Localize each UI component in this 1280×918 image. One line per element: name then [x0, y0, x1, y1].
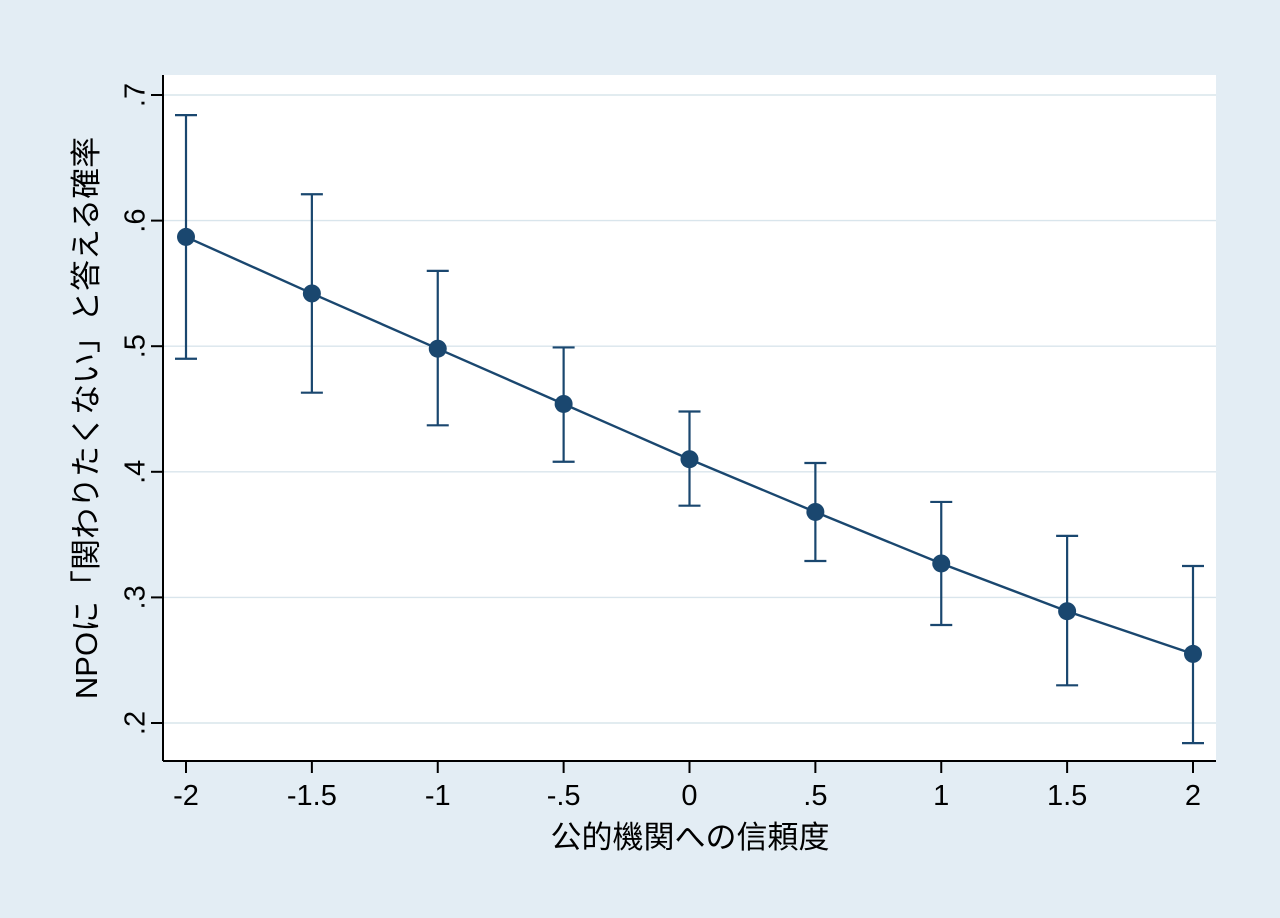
- data-point-marker: [428, 339, 447, 358]
- data-point-marker: [554, 394, 573, 413]
- data-point-marker: [680, 450, 699, 469]
- x-tick-label: -2: [173, 780, 199, 812]
- y-tick-label: .5: [120, 334, 152, 358]
- y-tick-label: .2: [120, 711, 152, 735]
- y-tick-label: .7: [120, 83, 152, 107]
- data-point-marker: [1184, 644, 1202, 663]
- data-point-marker: [932, 554, 951, 573]
- x-tick-label: .5: [803, 780, 827, 812]
- data-point-marker: [1058, 602, 1077, 621]
- x-tick-label: -.5: [547, 780, 581, 812]
- y-tick-label: .3: [120, 585, 152, 609]
- x-tick-label: -1: [425, 780, 451, 812]
- data-point-marker: [177, 227, 195, 246]
- x-axis-title: 公的機関への信頼度: [551, 820, 830, 855]
- x-tick-label: 0: [681, 780, 697, 812]
- y-axis-title: NPOに「関わりたくない」と答える確率: [69, 137, 104, 699]
- x-tick-label: 1.5: [1047, 780, 1087, 812]
- x-tick-label: 1: [933, 780, 949, 812]
- x-tick-label: 2: [1185, 780, 1201, 812]
- data-point-marker: [302, 284, 321, 303]
- y-tick-label: .6: [120, 209, 152, 233]
- x-tick-label: -1.5: [287, 780, 337, 812]
- y-tick-label: .4: [120, 460, 152, 484]
- data-point-marker: [806, 502, 825, 521]
- plot-layer: .2 .3 .4 .5 .6 .7 -2 -1.5 -1 -.5 0 .5 1 1.5 2: [120, 75, 1216, 812]
